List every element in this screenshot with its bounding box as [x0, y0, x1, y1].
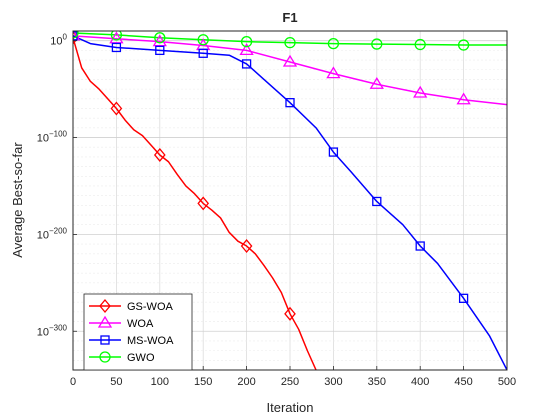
grid: [72, 30, 508, 371]
series-marker-gwo: [327, 37, 340, 50]
y-axis-title: Average Best-so-far: [10, 142, 25, 258]
y-tick-label: 10−300: [37, 323, 68, 338]
series-marker-woa: [73, 31, 81, 41]
series-marker-ms-woa: [198, 48, 208, 58]
x-axis-title: Iteration: [267, 400, 314, 415]
x-ticks: 0 50 100 150 200 250 300 350 400 450 500: [70, 366, 516, 388]
series-marker-woa: [239, 43, 254, 56]
series-marker-gs-woa: [197, 196, 210, 211]
chart-title: F1: [282, 10, 297, 25]
x-tick-label: 50: [110, 376, 122, 388]
legend-label-ms-woa: MS-WOA: [127, 335, 174, 347]
series-marker-woa: [152, 34, 167, 47]
legend-marker-gs-woa: [99, 298, 111, 314]
series-marker-gwo: [371, 38, 383, 50]
x-tick-label: 450: [454, 376, 472, 388]
series-marker-gwo: [240, 36, 253, 48]
y-ticks: 100 10−100 10−200 10−300: [37, 33, 77, 338]
series-marker-ms-woa: [328, 147, 339, 157]
x-tick-label: 0: [70, 376, 76, 388]
series-marker-ms-woa: [285, 98, 295, 108]
legend-label-gwo: GWO: [127, 352, 155, 364]
series-marker-gwo: [457, 39, 470, 51]
legend-marker-gwo: [99, 351, 111, 363]
legend-label-gs-woa: GS-WOA: [127, 301, 173, 313]
series-line-gwo: [73, 32, 507, 46]
series-marker-gwo: [110, 31, 123, 41]
series-marker-woa: [456, 92, 471, 105]
legend: GS-WOA WOA MS-WOA GWO: [83, 293, 193, 371]
series-marker-ms-woa: [111, 42, 122, 53]
series-marker-ms-woa: [372, 196, 382, 207]
series-marker-woa: [326, 66, 341, 79]
series-line-ms-woa: [73, 35, 507, 370]
series-marker-ms-woa: [458, 293, 469, 303]
x-tick-label: 200: [237, 376, 255, 388]
series-marker-gs-woa: [240, 239, 253, 254]
series-marker-ms-woa: [155, 45, 165, 56]
series-marker-gs-woa: [284, 306, 296, 321]
series-marker-woa: [109, 31, 124, 44]
x-tick-label: 150: [194, 376, 212, 388]
series-marker-ms-woa: [241, 59, 252, 69]
x-tick-label: 350: [368, 376, 386, 388]
series-marker-gs-woa: [153, 147, 166, 162]
x-tick-label: 250: [281, 376, 299, 388]
series-lines: [73, 32, 507, 370]
series-marker-woa: [282, 54, 298, 67]
series-marker-gwo: [284, 36, 296, 49]
series-marker-woa: [369, 77, 384, 89]
series-markers: [73, 31, 471, 321]
x-tick-label: 300: [324, 376, 342, 388]
x-tick-label: 400: [411, 376, 429, 388]
y-tick-label: 10−200: [37, 226, 68, 241]
legend-marker-ms-woa: [100, 335, 110, 345]
series-marker-gwo: [73, 31, 79, 39]
x-tick-label: 500: [498, 376, 516, 388]
y-tick-label: 10−100: [37, 130, 68, 145]
series-line-woa: [73, 35, 507, 106]
y-tick-label: 100: [50, 33, 67, 48]
legend-marker-woa: [97, 315, 113, 328]
series-marker-gs-woa: [110, 101, 123, 116]
series-marker-gwo: [414, 38, 426, 51]
series-marker-woa: [413, 85, 428, 98]
x-tick-label: 100: [151, 376, 169, 388]
legend-label-woa: WOA: [127, 318, 154, 330]
series-marker-gwo: [197, 34, 209, 46]
series-marker-ms-woa: [415, 241, 425, 251]
series-marker-gwo: [154, 32, 166, 44]
